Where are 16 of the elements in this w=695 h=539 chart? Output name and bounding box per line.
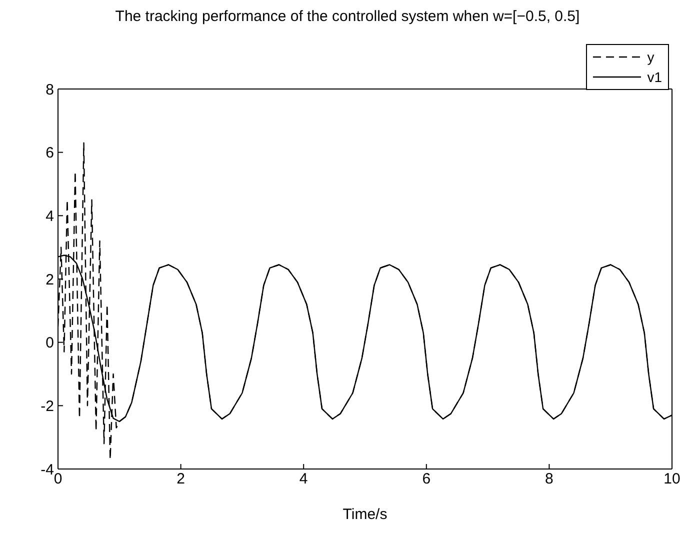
x-tick-label: 10: [664, 470, 680, 488]
y-tick-label: -2: [40, 398, 54, 415]
x-axis-title: Time/s: [342, 506, 388, 523]
legend-label: y: [647, 48, 654, 67]
x-tick-label: 6: [422, 470, 431, 488]
y-tick-label: 0: [46, 334, 54, 352]
y-tick-label: 2: [46, 271, 54, 288]
x-tick-label: 8: [545, 470, 554, 488]
y-tick-label: 6: [46, 144, 54, 162]
y-tick-label: 4: [46, 208, 54, 225]
chart-title: The tracking performance of the controlled system when w=[−0.5, 0.5]: [114, 8, 581, 27]
y-tick-label: -4: [40, 461, 54, 478]
y-tick-label: 8: [46, 81, 54, 98]
x-tick-label: 4: [299, 470, 308, 488]
x-tick-label: 2: [176, 470, 185, 488]
legend-label: v1: [647, 68, 662, 87]
